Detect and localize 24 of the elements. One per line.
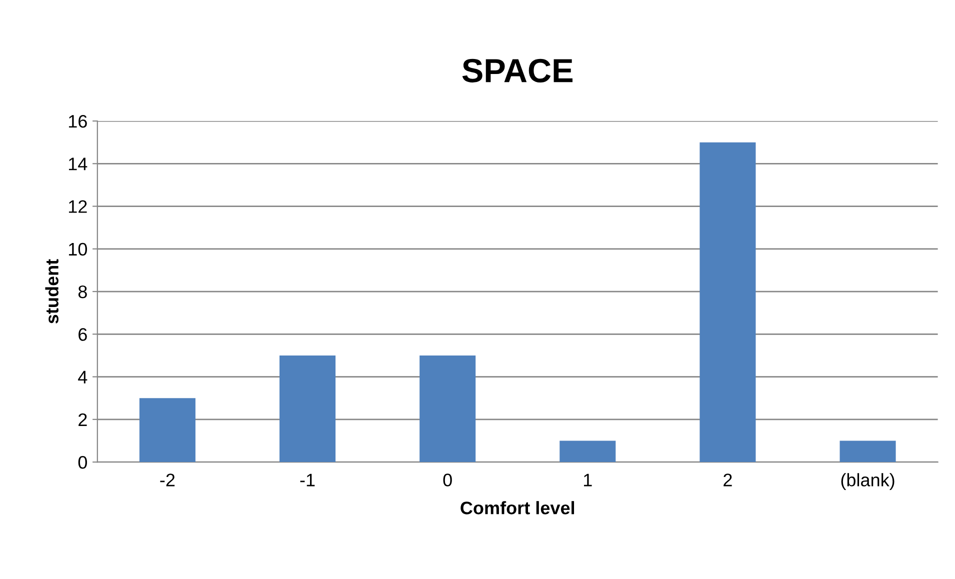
x-tick-label: -1 [300, 474, 315, 486]
y-tick-label: 8 [78, 285, 87, 298]
bar [840, 440, 896, 462]
y-axis-title: student [45, 259, 58, 324]
bar [560, 440, 616, 462]
x-tick-label: 0 [443, 474, 452, 486]
x-tick-label: 2 [724, 474, 732, 486]
chart-title: SPACE [462, 58, 572, 82]
x-tick-label: 1 [584, 474, 592, 486]
bar [139, 398, 196, 462]
bar [700, 142, 756, 462]
bar [279, 355, 336, 462]
y-tick-label: 2 [78, 413, 87, 426]
y-tick-label: 14 [68, 158, 88, 170]
bar [420, 355, 476, 462]
x-tick-label: (blank) [841, 473, 894, 490]
x-tick-label: -2 [160, 474, 175, 486]
y-tick-label: 4 [78, 370, 88, 384]
y-tick-label: 0 [78, 456, 87, 469]
y-tick-label: 10 [68, 242, 87, 256]
y-tick-label: 16 [68, 114, 87, 128]
x-axis-title: Comfort level [460, 501, 574, 514]
y-tick-label: 12 [68, 200, 87, 213]
y-tick-label: 6 [78, 328, 87, 341]
